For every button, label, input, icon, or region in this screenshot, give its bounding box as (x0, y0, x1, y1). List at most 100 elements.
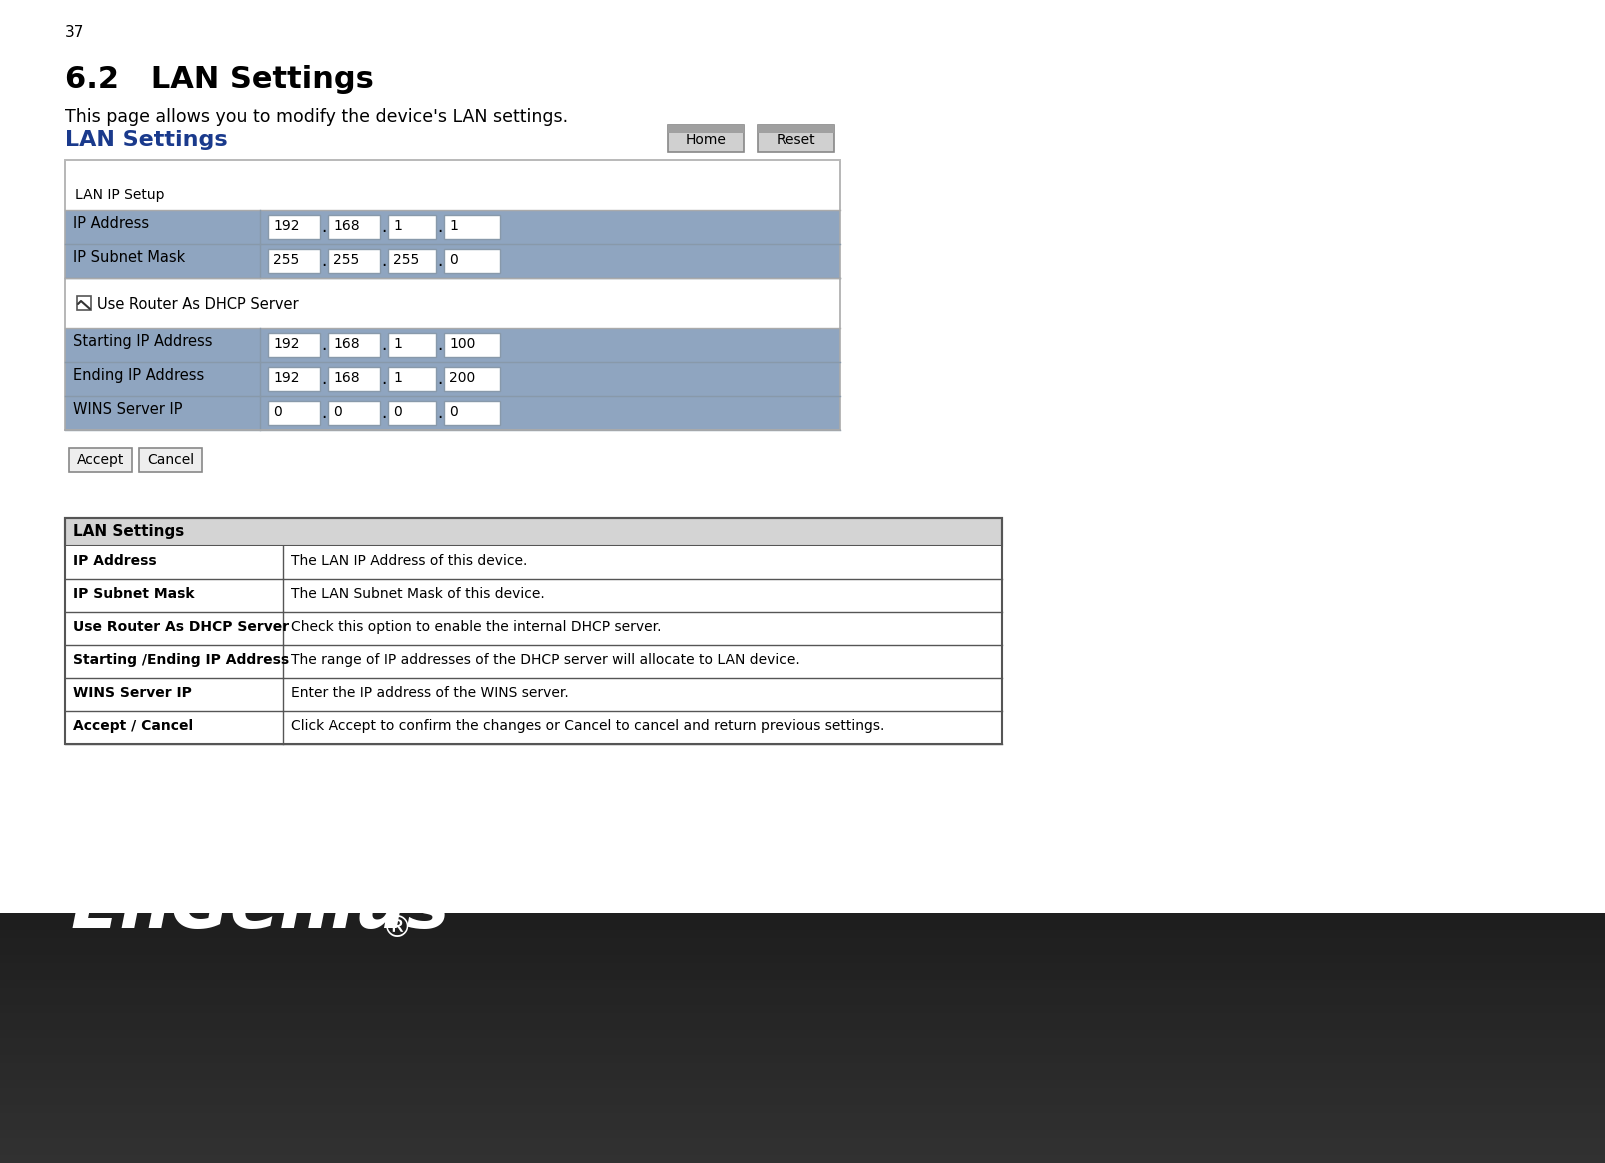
Text: EnGenius: EnGenius (71, 875, 449, 943)
Bar (443, 401, 499, 424)
Text: 0: 0 (273, 405, 281, 419)
Bar (388, 368, 435, 391)
Bar (77, 297, 91, 311)
Text: .: . (321, 404, 326, 422)
Text: 100: 100 (449, 337, 475, 351)
Bar (0, 971, 1605, 979)
Bar (64, 211, 839, 244)
Bar (64, 395, 839, 430)
Bar (64, 645, 1002, 678)
Text: 6.2   LAN Settings: 6.2 LAN Settings (64, 65, 374, 94)
Text: IP Subnet Mask: IP Subnet Mask (72, 587, 194, 601)
Bar (64, 328, 839, 362)
Bar (668, 124, 743, 152)
Bar (0, 947, 1605, 955)
Text: LAN Settings: LAN Settings (64, 130, 228, 150)
Text: .: . (380, 217, 387, 236)
Bar (0, 1029, 1605, 1039)
Bar (64, 160, 839, 430)
Bar (0, 1113, 1605, 1121)
Text: .: . (437, 336, 441, 354)
Text: .: . (321, 252, 326, 270)
Text: 192: 192 (273, 337, 299, 351)
Bar (327, 215, 380, 240)
Bar (0, 1097, 1605, 1105)
Text: .: . (380, 370, 387, 388)
Text: Accept: Accept (77, 454, 124, 468)
Bar (443, 215, 499, 240)
Bar (268, 333, 319, 357)
Bar (0, 997, 1605, 1005)
Bar (443, 249, 499, 273)
Text: .: . (380, 336, 387, 354)
Bar (0, 955, 1605, 963)
Text: Cancel: Cancel (146, 454, 194, 468)
Bar (64, 518, 1002, 545)
Bar (327, 249, 380, 273)
Text: IP Address: IP Address (72, 216, 149, 231)
Text: Accept / Cancel: Accept / Cancel (72, 719, 193, 733)
Text: 1: 1 (393, 337, 401, 351)
Bar (268, 401, 319, 424)
Bar (0, 1047, 1605, 1055)
Text: Check this option to enable the internal DHCP server.: Check this option to enable the internal… (291, 620, 661, 634)
Text: WINS Server IP: WINS Server IP (72, 686, 191, 700)
Bar (0, 1013, 1605, 1021)
Bar (0, 1089, 1605, 1097)
Bar (0, 1055, 1605, 1063)
Text: 192: 192 (273, 371, 299, 385)
Bar (388, 249, 435, 273)
Text: Click Accept to confirm the changes or Cancel to cancel and return previous sett: Click Accept to confirm the changes or C… (291, 719, 884, 733)
Text: Home: Home (685, 134, 725, 148)
Bar (0, 1079, 1605, 1089)
Text: The LAN Subnet Mask of this device.: The LAN Subnet Mask of this device. (291, 587, 544, 601)
Bar (64, 244, 839, 278)
Bar (0, 1147, 1605, 1155)
Bar (0, 1129, 1605, 1139)
Text: Use Router As DHCP Server: Use Router As DHCP Server (72, 620, 289, 634)
Text: Use Router As DHCP Server: Use Router As DHCP Server (96, 297, 299, 312)
Bar (64, 362, 839, 395)
Bar (64, 711, 1002, 744)
Text: 168: 168 (332, 371, 360, 385)
Bar (268, 215, 319, 240)
Text: 1: 1 (393, 371, 401, 385)
Text: The range of IP addresses of the DHCP server will allocate to LAN device.: The range of IP addresses of the DHCP se… (291, 652, 799, 668)
Bar (140, 448, 202, 472)
Bar (64, 579, 1002, 612)
Bar (0, 1063, 1605, 1071)
Text: 1: 1 (449, 219, 457, 233)
Text: .: . (437, 217, 441, 236)
Text: 255: 255 (393, 254, 419, 267)
Bar (0, 1005, 1605, 1013)
Bar (0, 1021, 1605, 1029)
Bar (388, 215, 435, 240)
Text: 0: 0 (449, 254, 457, 267)
Bar (668, 124, 743, 133)
Bar (69, 448, 132, 472)
Text: 1: 1 (393, 219, 401, 233)
Text: IP Subnet Mask: IP Subnet Mask (72, 250, 185, 265)
Bar (0, 1121, 1605, 1129)
Text: Starting IP Address: Starting IP Address (72, 334, 212, 349)
Text: 200: 200 (449, 371, 475, 385)
Bar (268, 249, 319, 273)
Text: This page allows you to modify the device's LAN settings.: This page allows you to modify the devic… (64, 108, 568, 126)
Bar (64, 518, 1002, 744)
Bar (388, 401, 435, 424)
Bar (388, 333, 435, 357)
Text: ®: ® (382, 914, 412, 943)
Bar (443, 368, 499, 391)
Bar (268, 368, 319, 391)
Bar (0, 1155, 1605, 1163)
Bar (0, 1139, 1605, 1147)
Text: LAN IP Setup: LAN IP Setup (75, 188, 164, 202)
Bar (64, 545, 1002, 579)
Text: 255: 255 (273, 254, 299, 267)
Bar (0, 929, 1605, 939)
Text: 0: 0 (449, 405, 457, 419)
Text: 192: 192 (273, 219, 299, 233)
Text: 255: 255 (332, 254, 360, 267)
Bar (327, 401, 380, 424)
Text: 168: 168 (332, 219, 360, 233)
